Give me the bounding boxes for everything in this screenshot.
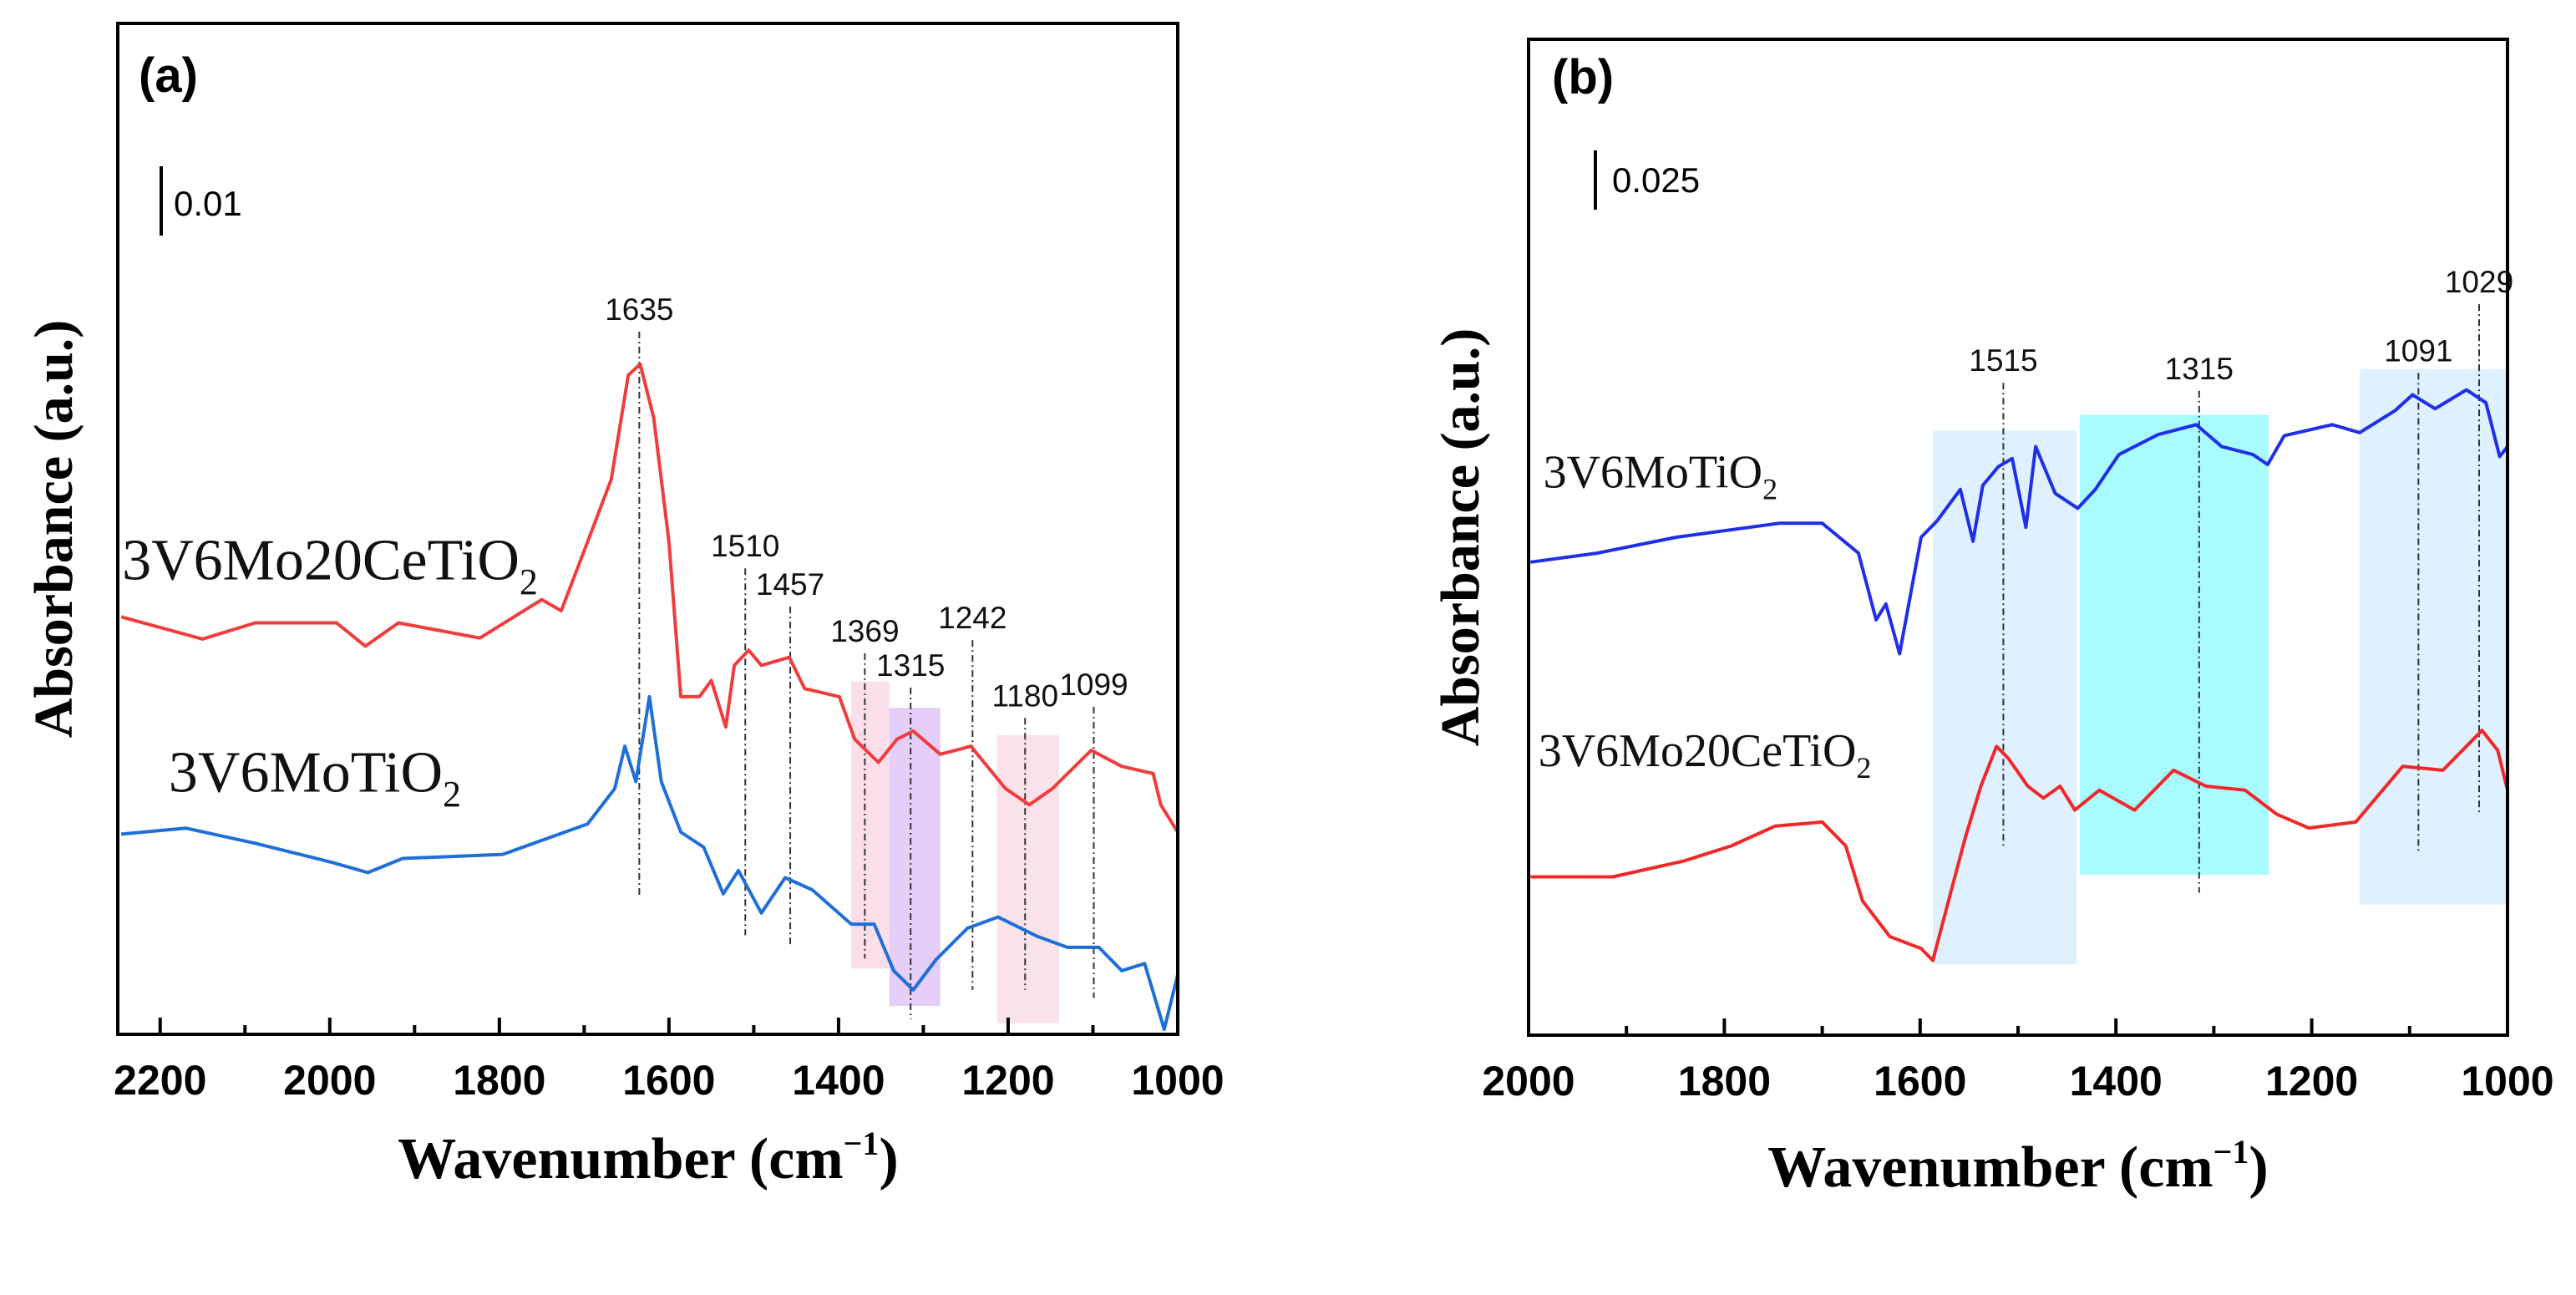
shaded-region <box>2079 414 2269 876</box>
scale-bar-label: 0.025 <box>1612 160 1700 200</box>
x-axis-title: Wavenumber (cm−1) <box>1767 1133 2268 1200</box>
series-label-name: 3V6Mo20CeTiO <box>122 529 520 593</box>
plot-frame <box>116 22 1179 1036</box>
peak-label: 1242 <box>938 601 1007 635</box>
x-axis-title-superscript: −1 <box>844 1125 880 1162</box>
peak-label: 1029 <box>2445 265 2513 299</box>
peak-label: 1510 <box>711 529 779 563</box>
series-label-name: 3V6MoTiO <box>169 741 443 805</box>
x-tick-label: 1200 <box>961 1057 1054 1104</box>
series-line <box>1530 729 2509 962</box>
peak-label: 1091 <box>2384 333 2452 368</box>
series-label-subscript: 2 <box>1856 751 1871 785</box>
shaded-region <box>2360 368 2508 905</box>
y-axis-title: Absorbance (a.u.) <box>1430 328 1491 747</box>
panel-label: (b) <box>1552 50 1614 104</box>
series-line <box>120 362 1179 834</box>
x-tick-label: 1800 <box>453 1057 545 1104</box>
x-tick-label: 1000 <box>2461 1058 2553 1105</box>
x-axis-title-text: Wavenumber (cm <box>398 1127 843 1191</box>
shaded-region <box>851 681 890 969</box>
series-line <box>1530 388 2509 656</box>
peak-label: 1180 <box>991 678 1058 713</box>
x-tick-label: 1000 <box>1131 1057 1224 1104</box>
scale-bar-label: 0.01 <box>174 184 242 223</box>
x-axis-title-end: ) <box>2249 1135 2268 1200</box>
peak-label: 1457 <box>756 567 824 602</box>
y-axis-title: Absorbance (a.u.) <box>23 320 84 739</box>
series-label-subscript: 2 <box>1762 472 1777 505</box>
shaded-region <box>889 708 941 1007</box>
x-tick-label: 1800 <box>1678 1058 1771 1105</box>
series-label: 3V6MoTiO2 <box>169 741 461 815</box>
x-tick-label: 1400 <box>2070 1058 2163 1105</box>
peak-label: 1369 <box>830 614 899 648</box>
panel-label: (a) <box>139 48 198 103</box>
x-tick-label: 1200 <box>2265 1058 2358 1105</box>
series-label-name: 3V6Mo20CeTiO <box>1539 725 1857 777</box>
x-axis-title: Wavenumber (cm−1) <box>398 1125 898 1191</box>
peak-label: 1315 <box>2165 352 2234 386</box>
peak-label: 1515 <box>1969 343 2037 378</box>
shaded-region <box>996 734 1059 1023</box>
x-tick-label: 2200 <box>114 1057 206 1104</box>
x-tick-label: 1600 <box>1874 1058 1966 1105</box>
x-tick-label: 1600 <box>622 1057 715 1104</box>
peak-label: 1635 <box>605 292 673 327</box>
chart-panel-b: 1515 1315109110293V6MoTiO23V6Mo20CeTiO220… <box>1430 38 2554 1200</box>
series-label: 3V6MoTiO2 <box>1544 446 1777 505</box>
x-axis-title-superscript: −1 <box>2213 1133 2249 1171</box>
series-label-subscript: 2 <box>520 561 538 602</box>
series-line <box>120 694 1179 1031</box>
x-tick-label: 2000 <box>283 1057 376 1104</box>
series-label-subscript: 2 <box>443 774 461 815</box>
x-tick-label: 2000 <box>1482 1058 1575 1105</box>
series-label: 3V6Mo20CeTiO2 <box>1539 725 1872 785</box>
x-axis-title-text: Wavenumber (cm <box>1767 1135 2213 1200</box>
x-tick-label: 1400 <box>792 1057 885 1104</box>
peak-label: 1099 <box>1059 668 1128 702</box>
peak-label: 1315 <box>876 648 945 683</box>
x-axis-title-end: ) <box>879 1127 898 1191</box>
series-label-name: 3V6MoTiO <box>1544 446 1762 498</box>
series-label: 3V6Mo20CeTiO2 <box>122 529 538 603</box>
